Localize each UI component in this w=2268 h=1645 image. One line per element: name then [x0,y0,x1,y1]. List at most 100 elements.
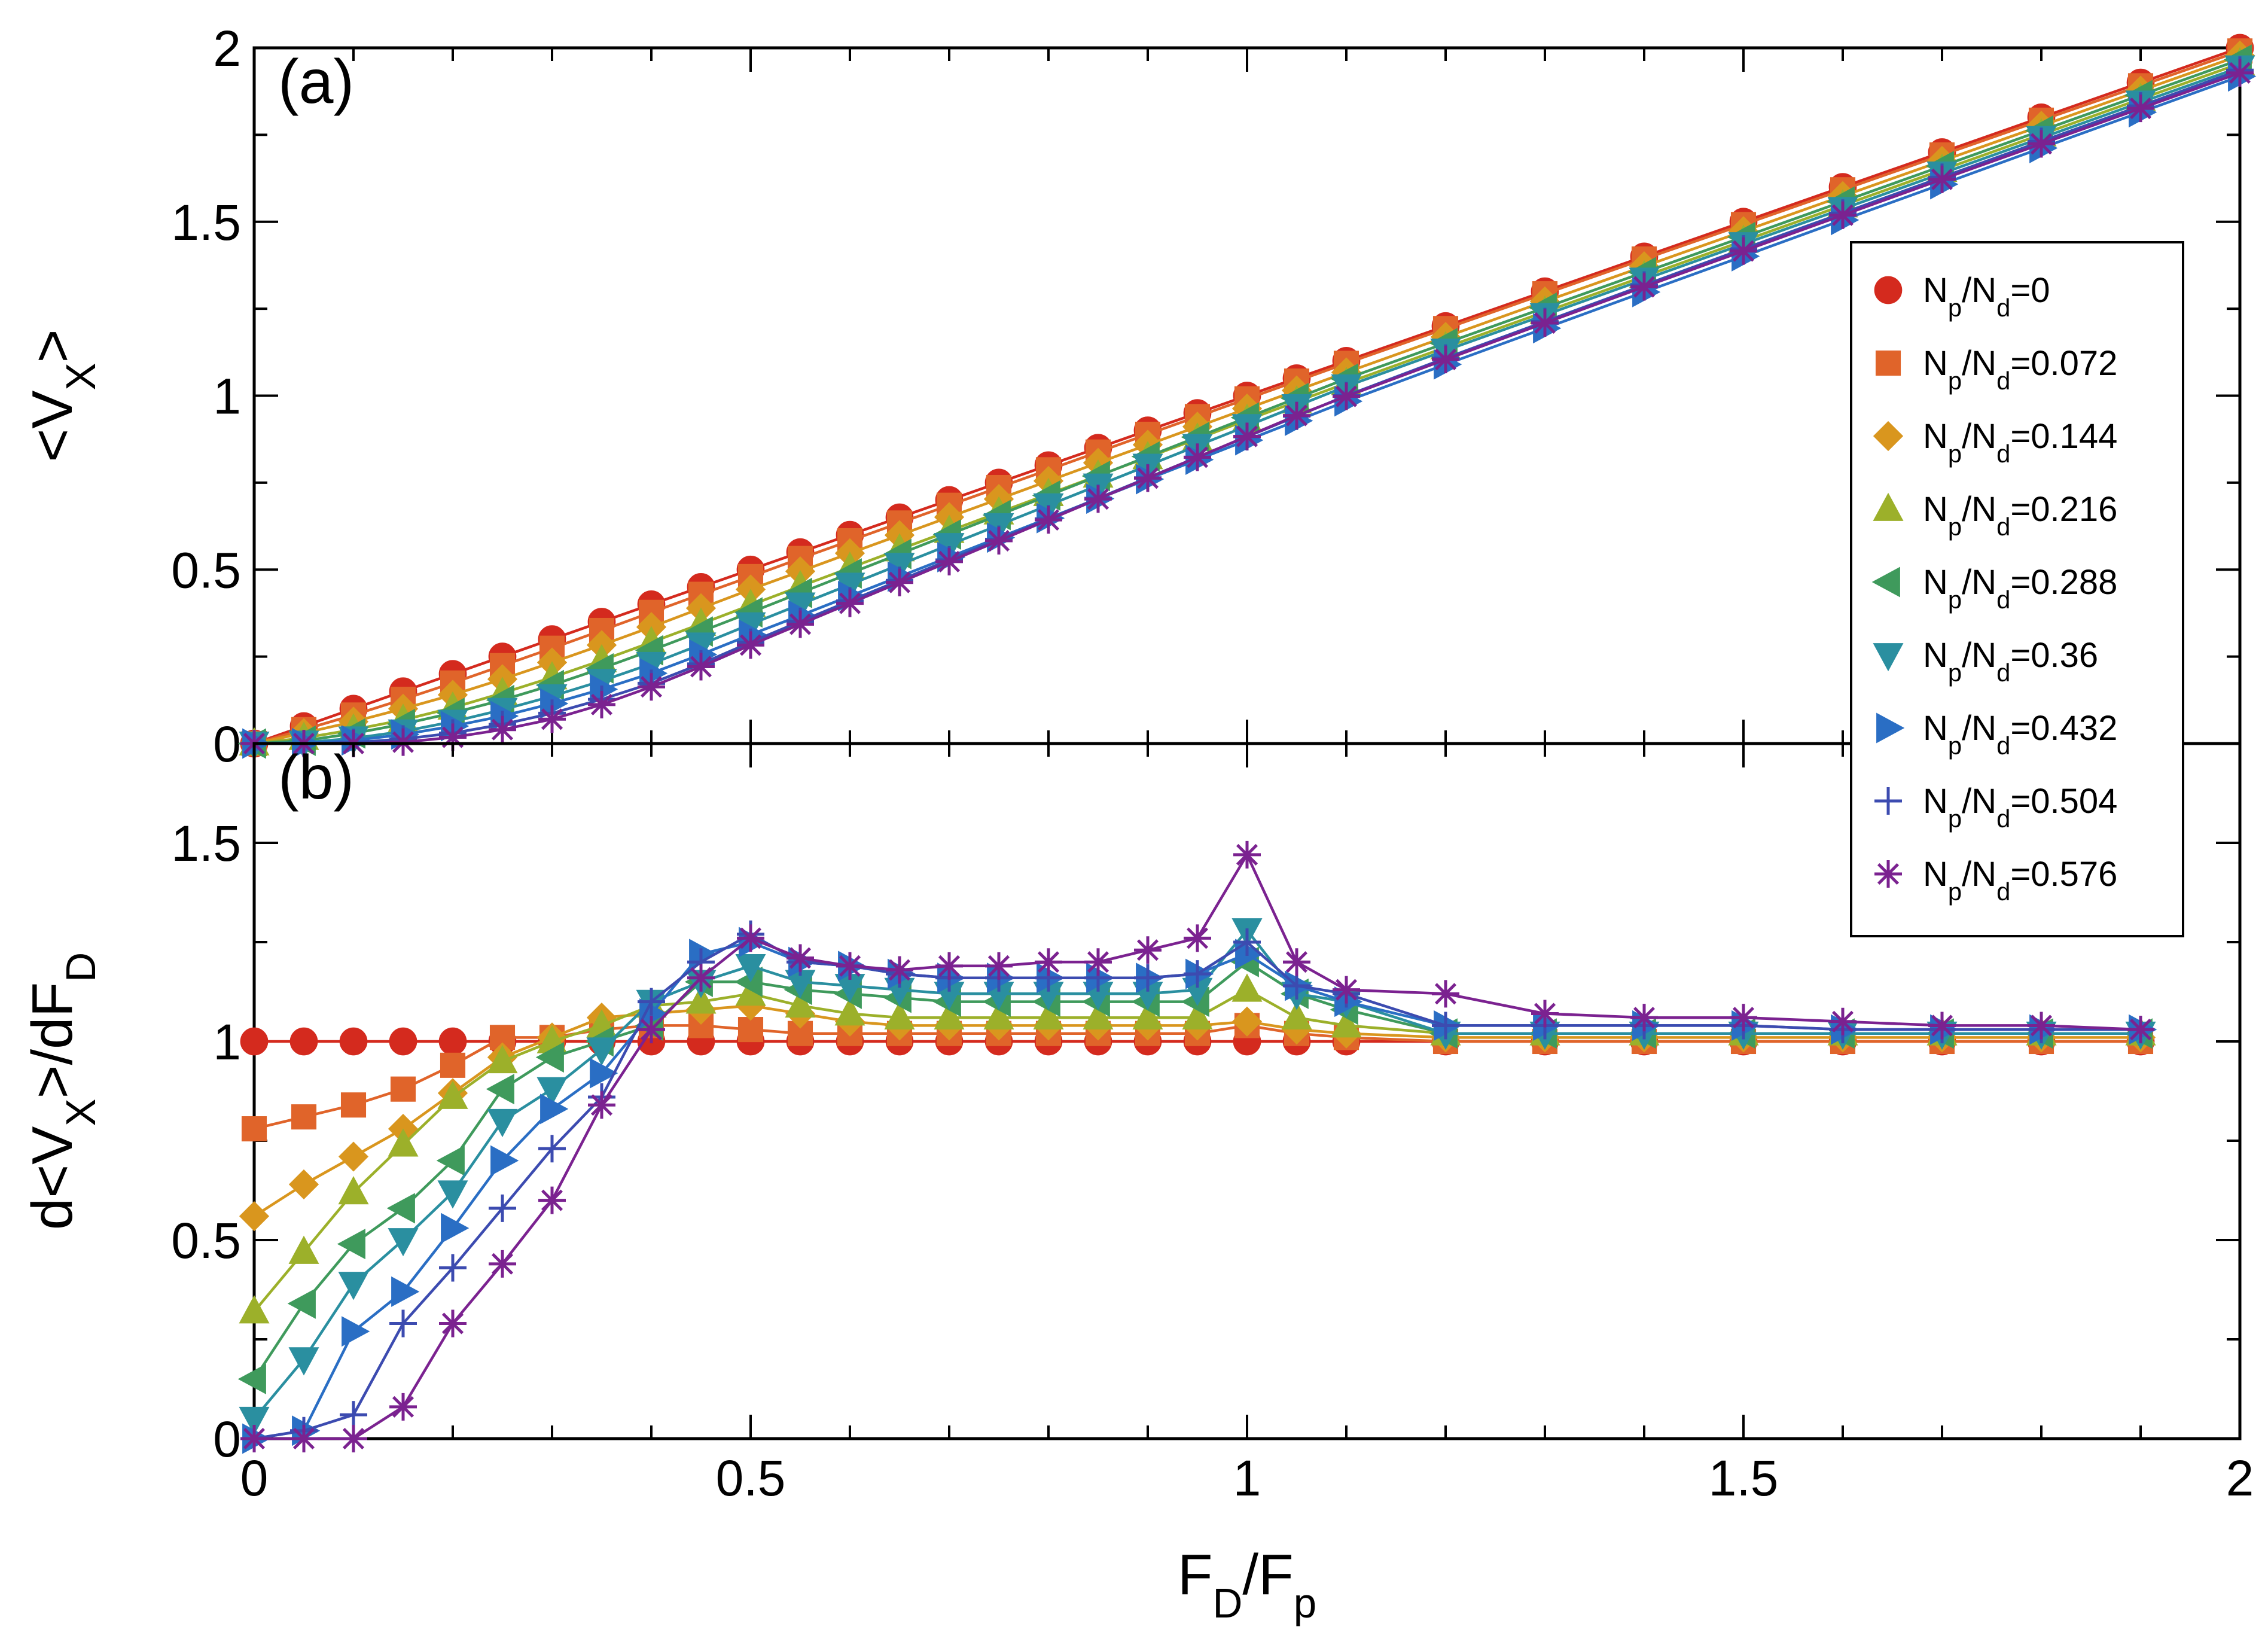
data-point [2028,130,2055,158]
data-point [688,1013,714,1038]
data-point [737,1017,764,1043]
panel-b: 0 0.5 1 1.5 d<VX>/dFD (b) [20,742,2242,1467]
legend-marker [1873,492,1904,521]
panel-label-a: (a) [278,47,354,117]
series-group-b [237,840,2157,1454]
data-point [2226,59,2254,87]
data-point [1184,960,1211,988]
data-point [1630,273,1658,301]
data-point [1829,1007,1857,1035]
data-point [489,1194,516,1222]
data-point [386,1193,415,1224]
panels: 0 0.5 1 1.5 2 <VX> (a) 0 0.5 1 1.5 d<VX>/dFD (b) [20,20,2257,1467]
legend-marker [1876,712,1905,744]
legend-item: Np/Nd=0.072 [1875,344,2117,395]
data-point [1283,401,1310,429]
data-point [1829,201,1857,229]
y-axis-title-a: <VX> [20,329,104,462]
legend-marker [1873,421,1904,452]
legend-item: Np/Nd=0.576 [1874,855,2117,906]
data-point [737,924,764,952]
legend-marker [1875,350,1901,376]
data-point [489,715,516,744]
data-point [291,1104,317,1130]
legend-item: Np/Nd=0 [1874,271,2050,322]
data-point [588,690,615,718]
data-point [2127,1016,2154,1044]
series-b [240,840,2154,1452]
data-point [288,1235,319,1264]
data-point [288,1169,319,1200]
data-point [1928,1012,1956,1040]
data-point [439,1309,467,1338]
data-point [985,526,1013,555]
data-point [886,568,913,596]
data-point [1233,840,1261,869]
data-point [1134,936,1162,964]
data-point [437,1080,468,1109]
data-point [787,944,814,972]
x-tick-label: 0.5 [716,1450,786,1506]
data-point [538,705,566,733]
data-point [1432,346,1459,374]
legend-label: Np/Nd=0.216 [1923,490,2117,541]
data-point [1084,948,1112,976]
data-point [1231,973,1263,1002]
data-point [2127,95,2154,123]
data-point [638,988,665,1016]
y-tick-label: 1.5 [171,194,241,251]
legend-label: Np/Nd=0.288 [1923,563,2117,614]
legend-marker [1871,566,1900,598]
x-axis-title: FD/Fp [1178,1543,1316,1626]
data-point [834,997,865,1026]
data-point [241,1116,267,1142]
data-point [338,1176,369,1205]
data-point [340,1425,367,1452]
data-point [638,1016,665,1044]
data-point [439,723,467,751]
legend-item: Np/Nd=0.288 [1871,563,2117,614]
legend-item: Np/Nd=0.36 [1873,636,2098,687]
data-point [935,547,963,575]
data-point [886,956,913,984]
data-point [338,1141,369,1172]
data-point [1928,165,1956,193]
data-point [287,1288,316,1319]
data-point [439,1254,467,1282]
data-point [1134,964,1162,992]
data-point [339,1027,368,1056]
data-point [487,1044,518,1074]
data-point [237,1363,266,1394]
data-point [1084,485,1112,513]
data-point [586,1037,617,1066]
data-point [1531,309,1559,337]
panel-a: 0 0.5 1 1.5 2 <VX> (a) [20,20,2257,772]
legend-item: Np/Nd=0.504 [1874,782,2117,833]
data-point [985,952,1013,980]
data-point [1132,1001,1163,1030]
data-point [388,1228,419,1257]
series-group-a [237,33,2257,760]
data-point [1333,382,1360,410]
data-point [289,1027,318,1056]
legend-label: Np/Nd=0.432 [1923,709,2117,760]
data-point [240,1425,268,1452]
data-point [1134,464,1162,492]
data-point [1184,443,1211,471]
data-point [638,673,665,701]
data-point [836,952,864,980]
data-point [288,1347,319,1376]
data-point [391,1276,420,1307]
data-point [1331,1009,1362,1038]
series-line [254,71,2240,745]
legend-label: Np/Nd=0.576 [1923,855,2117,906]
data-point [685,985,717,1014]
data-point [1083,1001,1114,1030]
data-point [535,1042,564,1073]
x-tick-label: 2 [2226,1450,2254,1506]
data-point [389,1027,417,1056]
data-point [239,1295,270,1324]
legend-label: Np/Nd=0.36 [1923,636,2098,687]
data-point [239,1406,270,1436]
data-point [338,1272,369,1300]
